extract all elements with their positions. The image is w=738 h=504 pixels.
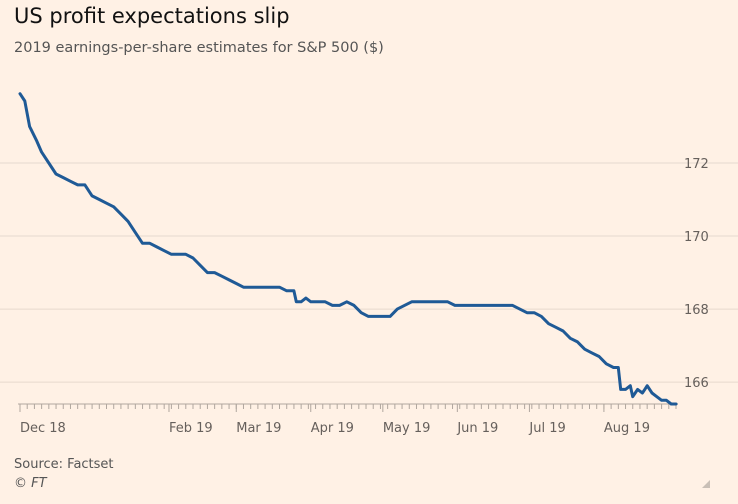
chart-subtitle: 2019 earnings-per-share estimates for S&… — [14, 40, 384, 56]
chart-title: US profit expectations slip — [14, 4, 290, 28]
tick-labels: 166 168 170 172 Dec 18 Feb 19 Mar 19 Apr 19 May … — [20, 157, 709, 436]
y-tick-label-166: 166 — [684, 376, 709, 391]
resize-corner-icon — [702, 480, 710, 488]
x-tick-label: Aug 19 — [604, 421, 650, 436]
gridlines — [0, 162, 738, 383]
series-layer — [18, 92, 678, 406]
eps-line-chart: 166 168 170 172 Dec 18 Feb 19 Mar 19 Apr 19 May … — [0, 92, 738, 436]
y-tick-label-170: 170 — [684, 230, 709, 245]
ft-credit: © FT — [14, 476, 47, 491]
x-tick-label: Mar 19 — [236, 421, 281, 436]
series-line-0 — [18, 92, 678, 406]
x-tick-label: Jul 19 — [528, 421, 565, 436]
source-note: Source: Factset — [14, 457, 114, 472]
x-axis — [18, 403, 678, 412]
y-tick-label-168: 168 — [684, 303, 709, 318]
x-tick-label: May 19 — [383, 421, 431, 436]
y-tick-label-172: 172 — [684, 157, 709, 172]
x-tick-label: Apr 19 — [311, 421, 354, 436]
x-tick-label: Dec 18 — [20, 421, 66, 436]
x-tick-label: Jun 19 — [456, 421, 498, 436]
x-tick-label: Feb 19 — [169, 421, 213, 436]
